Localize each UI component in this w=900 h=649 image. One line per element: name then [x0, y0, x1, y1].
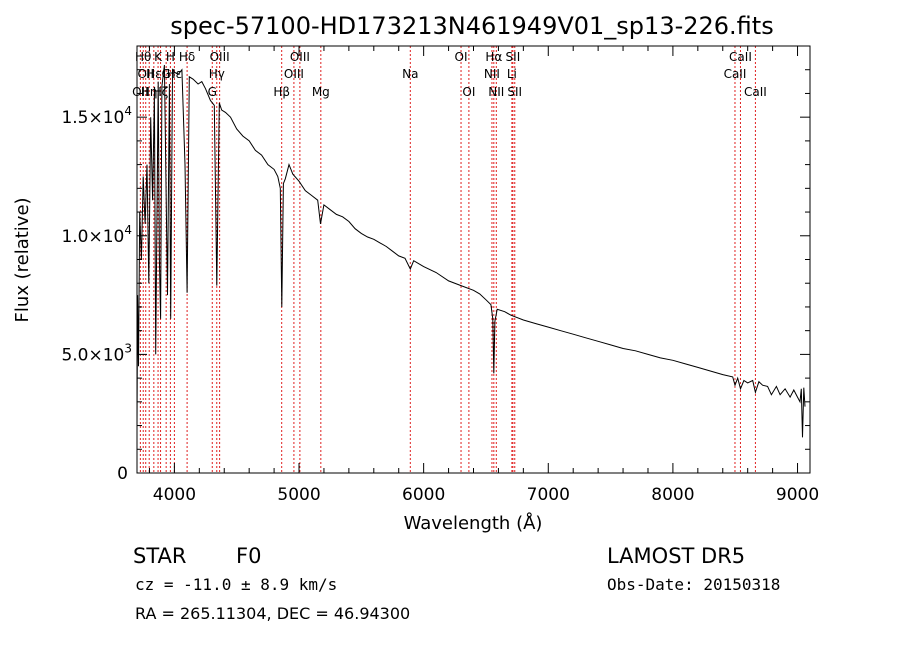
line-marker-label: SII: [506, 50, 521, 64]
line-marker-labels: OIIHθOIIHηHεKHζGHHεHδGHγOIIIHβOIIIOIIIMg…: [132, 50, 767, 99]
y-tick-label: 1.0×104: [61, 223, 132, 247]
y-tick-label: 1.5×104: [61, 104, 132, 128]
object-subclass: F0: [236, 544, 261, 568]
chart-title: spec-57100-HD173213N461949V01_sp13-226.f…: [170, 12, 773, 40]
spectrum-line: [136, 64, 806, 438]
observation-date: Obs-Date: 20150318: [607, 575, 780, 594]
line-marker-label: G: [208, 85, 217, 99]
line-marker-label: CaII: [729, 50, 752, 64]
line-marker-label: CaII: [724, 67, 747, 81]
line-marker-label: Na: [402, 67, 418, 81]
line-marker-label: NII: [488, 85, 504, 99]
line-marker-label: Hβ: [273, 85, 290, 99]
line-marker-label: K: [154, 50, 163, 64]
x-axis-label: Wavelength (Å): [404, 512, 543, 534]
line-marker-label: CaII: [744, 85, 767, 99]
line-marker-label: OIII: [290, 50, 310, 64]
line-marker-label: Mg: [312, 85, 330, 99]
y-axis-label: Flux (relative): [12, 197, 33, 322]
line-marker-label: SII: [507, 85, 522, 99]
line-marker-label: G: [162, 67, 171, 81]
x-tick-label: 4000: [153, 485, 196, 505]
line-marker-label: H: [166, 50, 175, 64]
line-marker-label: Hα: [485, 50, 502, 64]
plot-frame: [136, 45, 811, 474]
line-marker-label: OIII: [210, 50, 230, 64]
y-axis-ticks: 0 5.0×103 1.0×104 1.5×104: [61, 69, 810, 484]
line-markers: [139, 46, 756, 473]
line-marker-label: Hγ: [209, 67, 225, 81]
x-axis-ticks: 4000 5000 6000 7000 8000 9000: [148, 46, 819, 505]
x-tick-label: 9000: [776, 485, 819, 505]
line-marker-label: Hε: [146, 67, 162, 81]
x-tick-label: 8000: [651, 485, 694, 505]
line-marker-label: OII: [132, 85, 149, 99]
line-marker-label: Hη: [141, 85, 158, 99]
y-tick-label: 0: [117, 464, 128, 484]
line-marker-label: OII: [137, 67, 154, 81]
line-marker-label: OIII: [284, 67, 304, 81]
line-marker-label: Hζ: [153, 85, 169, 99]
line-marker-label: OI: [462, 85, 475, 99]
survey-name: LAMOST DR5: [607, 544, 745, 568]
line-marker-label: Li: [507, 67, 517, 81]
line-marker-label: NII: [484, 67, 500, 81]
redshift-cz: cz = -11.0 ± 8.9 km/s: [135, 575, 337, 594]
x-tick-label: 6000: [402, 485, 445, 505]
x-tick-label: 7000: [527, 485, 570, 505]
object-class: STAR: [133, 544, 186, 568]
y-tick-label: 5.0×103: [61, 341, 132, 365]
line-marker-label: Hε: [167, 67, 183, 81]
x-tick-label: 5000: [277, 485, 320, 505]
coordinates: RA = 265.11304, DEC = 46.94300: [135, 604, 410, 623]
line-marker-label: Hθ: [135, 50, 151, 64]
line-marker-label: Hδ: [179, 50, 195, 64]
line-marker-label: OI: [455, 50, 468, 64]
